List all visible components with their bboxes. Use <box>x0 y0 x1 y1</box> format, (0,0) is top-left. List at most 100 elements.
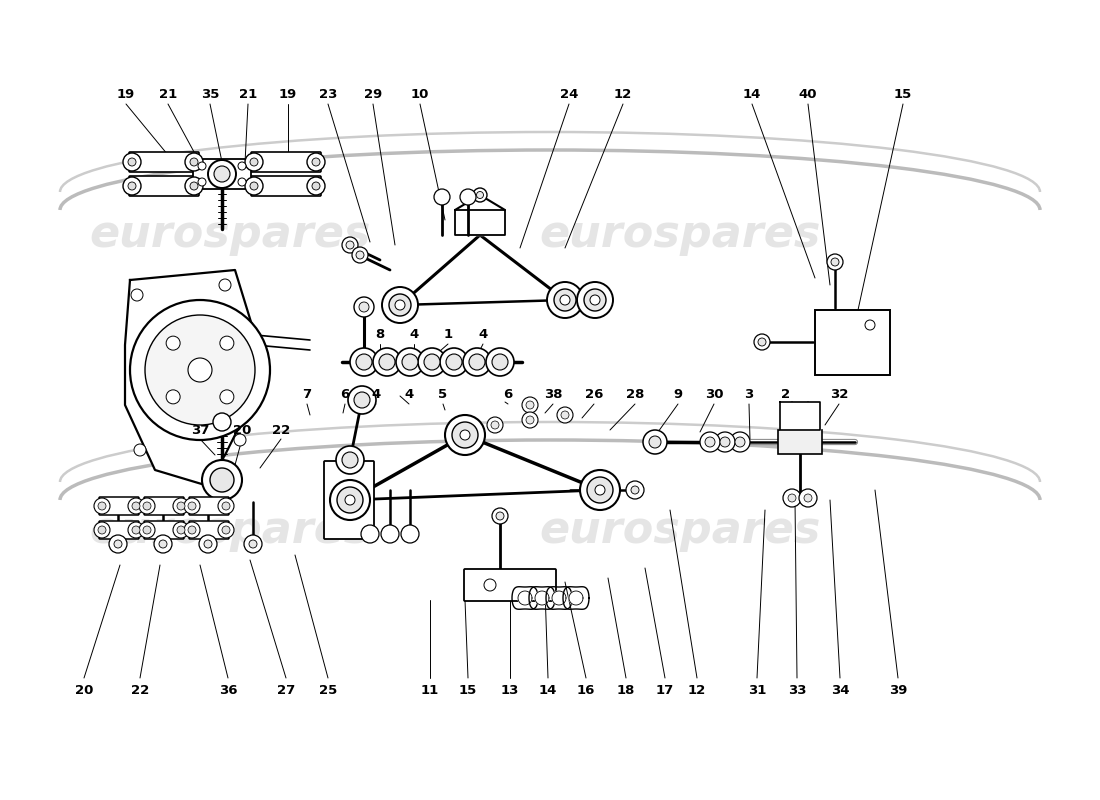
Circle shape <box>373 348 402 376</box>
Circle shape <box>522 397 538 413</box>
Circle shape <box>496 512 504 520</box>
Circle shape <box>250 182 258 190</box>
Circle shape <box>166 336 180 350</box>
FancyBboxPatch shape <box>129 176 199 196</box>
Circle shape <box>356 251 364 259</box>
Circle shape <box>250 158 258 166</box>
Circle shape <box>595 485 605 495</box>
Text: 15: 15 <box>459 683 477 697</box>
Text: 4: 4 <box>478 329 487 342</box>
Circle shape <box>644 430 667 454</box>
Circle shape <box>177 526 185 534</box>
Circle shape <box>799 489 817 507</box>
FancyBboxPatch shape <box>324 461 374 539</box>
Circle shape <box>114 540 122 548</box>
Circle shape <box>109 535 126 553</box>
Text: 20: 20 <box>233 423 251 437</box>
FancyBboxPatch shape <box>189 497 229 515</box>
Circle shape <box>94 498 110 514</box>
Circle shape <box>526 401 534 409</box>
Circle shape <box>788 494 796 502</box>
Circle shape <box>190 182 198 190</box>
Circle shape <box>492 354 508 370</box>
Circle shape <box>649 436 661 448</box>
Text: 2: 2 <box>781 389 791 402</box>
Circle shape <box>379 354 395 370</box>
FancyBboxPatch shape <box>99 497 139 515</box>
Circle shape <box>492 508 508 524</box>
Circle shape <box>705 437 715 447</box>
Circle shape <box>754 334 770 350</box>
Circle shape <box>160 540 167 548</box>
Text: 24: 24 <box>560 89 579 102</box>
Circle shape <box>487 417 503 433</box>
FancyBboxPatch shape <box>464 569 556 601</box>
Text: 31: 31 <box>748 683 767 697</box>
Circle shape <box>128 158 136 166</box>
Text: 27: 27 <box>277 683 295 697</box>
Circle shape <box>234 434 246 446</box>
Circle shape <box>188 358 212 382</box>
Circle shape <box>463 348 491 376</box>
Circle shape <box>402 525 419 543</box>
Circle shape <box>561 411 569 419</box>
Circle shape <box>245 153 263 171</box>
Text: 22: 22 <box>131 683 150 697</box>
Circle shape <box>396 348 424 376</box>
Circle shape <box>342 237 358 253</box>
FancyBboxPatch shape <box>144 521 184 539</box>
Circle shape <box>132 526 140 534</box>
Text: 25: 25 <box>319 683 337 697</box>
Circle shape <box>526 416 534 424</box>
Circle shape <box>132 502 140 510</box>
FancyBboxPatch shape <box>99 521 139 539</box>
Circle shape <box>440 348 467 376</box>
Text: 15: 15 <box>894 89 912 102</box>
Circle shape <box>218 522 234 538</box>
Polygon shape <box>125 270 255 485</box>
Circle shape <box>424 354 440 370</box>
Circle shape <box>446 354 462 370</box>
Circle shape <box>130 300 270 440</box>
Circle shape <box>402 354 418 370</box>
Circle shape <box>123 177 141 195</box>
Text: 38: 38 <box>543 389 562 402</box>
Polygon shape <box>518 591 532 605</box>
Text: 36: 36 <box>219 683 238 697</box>
Circle shape <box>337 487 363 513</box>
Text: 12: 12 <box>614 89 632 102</box>
Circle shape <box>469 354 485 370</box>
Text: 32: 32 <box>829 389 848 402</box>
Circle shape <box>382 287 418 323</box>
Text: 14: 14 <box>742 89 761 102</box>
Circle shape <box>361 525 379 543</box>
Text: 18: 18 <box>617 683 635 697</box>
Text: 23: 23 <box>319 89 338 102</box>
Circle shape <box>143 502 151 510</box>
Circle shape <box>198 162 206 170</box>
Text: 21: 21 <box>239 89 257 102</box>
FancyBboxPatch shape <box>189 521 229 539</box>
Circle shape <box>134 444 146 456</box>
Text: 21: 21 <box>158 89 177 102</box>
Circle shape <box>720 437 730 447</box>
Circle shape <box>199 535 217 553</box>
Circle shape <box>354 297 374 317</box>
Circle shape <box>865 320 874 330</box>
Circle shape <box>476 191 484 198</box>
Text: 11: 11 <box>421 683 439 697</box>
Circle shape <box>484 579 496 591</box>
Text: 34: 34 <box>830 683 849 697</box>
Text: 5: 5 <box>439 389 448 402</box>
Circle shape <box>238 162 246 170</box>
Circle shape <box>491 421 499 429</box>
Circle shape <box>389 294 411 316</box>
Polygon shape <box>552 591 567 605</box>
Circle shape <box>128 498 144 514</box>
Text: 6: 6 <box>504 389 513 402</box>
Circle shape <box>352 247 368 263</box>
Circle shape <box>131 289 143 301</box>
Circle shape <box>220 390 234 404</box>
Circle shape <box>418 348 446 376</box>
Circle shape <box>758 338 766 346</box>
